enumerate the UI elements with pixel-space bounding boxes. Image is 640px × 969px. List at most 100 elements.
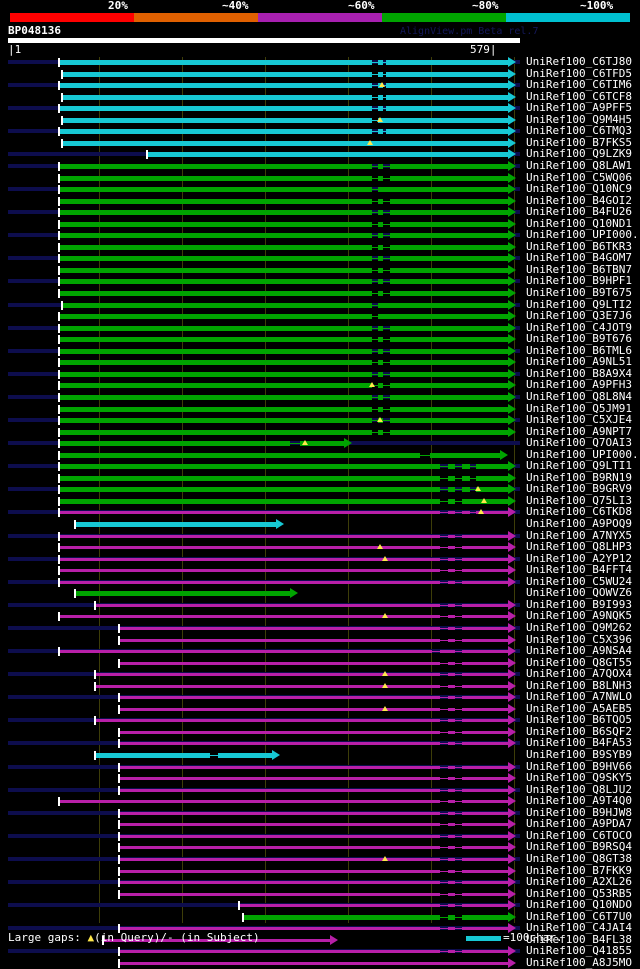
alignment-bar[interactable] — [76, 522, 276, 527]
hit-id-label[interactable]: UniRef100_C5WU24 — [526, 574, 632, 588]
hit-id-label[interactable]: UniRef100_B8A9X4 — [526, 366, 632, 380]
alignment-row[interactable]: UniRef100_Q7OAI3 — [0, 437, 640, 450]
alignment-bar[interactable] — [96, 603, 508, 607]
alignment-row[interactable]: UniRef100_B4GOM7 — [0, 252, 640, 265]
alignment-row[interactable]: UniRef100_B9RN19 — [0, 471, 640, 485]
alignment-row[interactable]: UniRef100_B6TQO5 — [0, 714, 640, 727]
alignment-row[interactable]: UniRef100_B9HV66 — [0, 759, 640, 774]
hit-id-label[interactable]: UniRef100_A9PDA7 — [526, 817, 632, 831]
alignment-row[interactable]: UniRef100_Q9SKY5 — [0, 772, 640, 785]
alignment-row[interactable]: UniRef100_Q8GT55 — [0, 655, 640, 670]
alignment-bar[interactable] — [120, 765, 508, 769]
alignment-bar[interactable] — [60, 800, 508, 804]
alignment-bar[interactable] — [120, 730, 508, 734]
alignment-bar[interactable] — [60, 546, 508, 550]
hit-id-label[interactable]: UniRef100_A2XL26 — [526, 875, 632, 889]
alignment-row[interactable]: UniRef100_C6TKD8 — [0, 506, 640, 519]
hit-id-label[interactable]: UniRef100_C6TJ80 — [526, 55, 632, 68]
hit-id-label[interactable]: UniRef100_C4JAI4 — [526, 921, 632, 935]
alignment-bar[interactable] — [60, 429, 508, 435]
alignment-row[interactable]: UniRef100_B9T675 — [0, 287, 640, 300]
alignment-bar[interactable] — [60, 337, 508, 343]
alignment-bar[interactable] — [60, 221, 508, 227]
hit-id-label[interactable]: UniRef100_B9SYB9 — [526, 748, 632, 761]
alignment-row[interactable]: UniRef100_B4FL38 — [0, 933, 640, 947]
hit-id-label[interactable]: UniRef100_B9HV66 — [526, 759, 632, 773]
alignment-bar[interactable] — [120, 626, 508, 630]
alignment-row[interactable]: UniRef100_A9NQK5 — [0, 610, 640, 623]
alignment-row[interactable]: UniRef100_B6TBN7 — [0, 263, 640, 277]
alignment-bar[interactable] — [63, 94, 508, 100]
hit-id-label[interactable]: UniRef100_A9PFF5 — [526, 101, 632, 115]
alignment-bar[interactable] — [120, 788, 508, 792]
alignment-row[interactable]: UniRef100_A2YP12 — [0, 552, 640, 566]
alignment-row[interactable]: UniRef100_Q10NDO — [0, 899, 640, 912]
alignment-bar[interactable] — [60, 106, 508, 112]
alignment-row[interactable]: UniRef100_Q9LTI1 — [0, 459, 640, 473]
hit-id-label[interactable]: UniRef100_A9PFH3 — [526, 378, 632, 392]
hit-id-label[interactable]: UniRef100_B7FKS5 — [526, 135, 632, 149]
alignment-bar[interactable] — [63, 71, 508, 77]
alignment-bar[interactable] — [120, 638, 508, 642]
alignment-row[interactable]: UniRef100_A2XL26 — [0, 875, 640, 889]
alignment-bar[interactable] — [60, 210, 508, 216]
hit-id-label[interactable]: UniRef100_A7NWLO — [526, 690, 632, 704]
alignment-bar[interactable] — [120, 834, 508, 838]
alignment-bar[interactable] — [120, 823, 508, 827]
hit-id-label[interactable]: UniRef100_Q53RB5 — [526, 886, 632, 900]
alignment-row[interactable]: UniRef100_C6T7U0 — [0, 910, 640, 924]
alignment-row[interactable]: UniRef100_B9T676 — [0, 333, 640, 346]
alignment-row[interactable]: UniRef100_A7NWLO — [0, 690, 640, 704]
alignment-row[interactable]: UniRef100_C6TIM6 — [0, 79, 640, 92]
alignment-row[interactable]: UniRef100_C5XJE4 — [0, 414, 640, 427]
alignment-row[interactable]: UniRef100_B9I993 — [0, 597, 640, 612]
alignment-row[interactable]: UniRef100_C6TMQ3 — [0, 125, 640, 138]
alignment-row[interactable]: UniRef100_Q10ND1 — [0, 217, 640, 231]
alignment-bar[interactable] — [120, 950, 508, 954]
hit-id-label[interactable]: UniRef100_Q9LTI2 — [526, 297, 632, 311]
alignment-row[interactable]: UniRef100_B9HPF1 — [0, 275, 640, 288]
alignment-bar[interactable] — [120, 892, 508, 896]
alignment-bar[interactable] — [60, 279, 508, 285]
alignment-row[interactable]: UniRef100_B9HJW8 — [0, 806, 640, 820]
alignment-row[interactable]: UniRef100_B8LNH3 — [0, 679, 640, 693]
alignment-row[interactable]: UniRef100_C5X396 — [0, 633, 640, 647]
alignment-bar[interactable] — [60, 487, 508, 493]
alignment-bar[interactable] — [120, 881, 508, 885]
alignment-bar[interactable] — [120, 869, 508, 873]
alignment-row[interactable]: UniRef100_C5WU24 — [0, 574, 640, 589]
hit-id-label[interactable]: UniRef100_C6TFD5 — [526, 66, 632, 80]
hit-id-label[interactable]: UniRef100_Q9LTI1 — [526, 459, 632, 473]
hit-id-label[interactable]: UniRef100_A9NSA4 — [526, 644, 632, 658]
alignment-row[interactable]: UniRef100_Q10NC9 — [0, 183, 640, 196]
alignment-bar[interactable] — [60, 244, 508, 250]
alignment-bar[interactable] — [96, 684, 508, 688]
hit-id-label[interactable]: UniRef100_B6TML6 — [526, 343, 632, 357]
alignment-row[interactable]: UniRef100_A8J5MO — [0, 956, 640, 969]
alignment-bar[interactable] — [60, 198, 508, 204]
alignment-row[interactable]: UniRef100_Q3E7J6 — [0, 310, 640, 323]
hit-id-label[interactable]: UniRef100_QOWVZ6 — [526, 586, 632, 600]
alignment-bar[interactable] — [96, 753, 272, 758]
hit-id-label[interactable]: UniRef100_Q8LAW1 — [526, 158, 632, 172]
alignment-row[interactable]: UniRef100_UPI000.. — [0, 448, 640, 462]
alignment-bar[interactable] — [60, 418, 508, 424]
alignment-bar[interactable] — [60, 187, 508, 193]
alignment-bar[interactable] — [60, 498, 508, 504]
alignment-row[interactable]: UniRef100_A9NPT7 — [0, 425, 640, 439]
alignment-bar[interactable] — [63, 302, 508, 308]
alignment-bar[interactable] — [60, 475, 508, 481]
alignment-row[interactable]: UniRef100_A5AEB5 — [0, 702, 640, 716]
alignment-bar[interactable] — [120, 742, 508, 746]
alignment-bar[interactable] — [60, 267, 508, 273]
alignment-row[interactable]: UniRef100_Q75LI3 — [0, 494, 640, 508]
alignment-row[interactable]: UniRef100_Q8LHP3 — [0, 541, 640, 554]
alignment-bar[interactable] — [120, 927, 508, 931]
alignment-row[interactable]: UniRef100_C4JAI4 — [0, 921, 640, 935]
hit-id-label[interactable]: UniRef100_A7NYX5 — [526, 528, 632, 542]
alignment-bar[interactable] — [60, 441, 344, 447]
hit-id-label[interactable]: UniRef100_B4GOI2 — [526, 193, 632, 207]
hit-id-label[interactable]: UniRef100_Q8LJU2 — [526, 782, 632, 796]
hit-id-label[interactable]: UniRef100_Q8GT55 — [526, 655, 632, 669]
hit-id-label[interactable]: UniRef100_B9I993 — [526, 597, 632, 611]
